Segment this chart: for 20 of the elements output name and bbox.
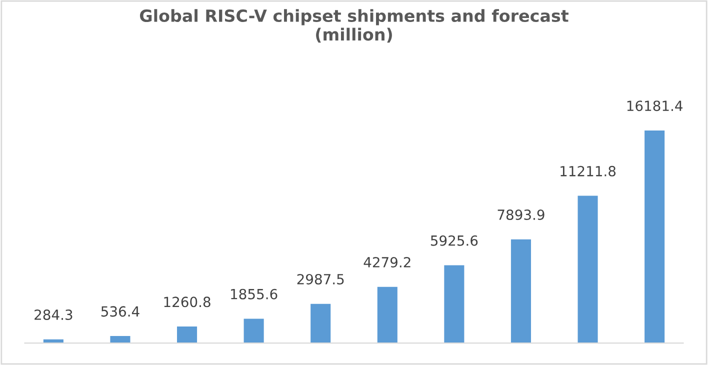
- data-label: 7893.9: [498, 209, 544, 220]
- data-label: 1260.8: [164, 296, 210, 308]
- bar: [177, 326, 198, 344]
- data-label: 16181.4: [627, 100, 683, 112]
- data-label: 536.4: [101, 306, 140, 317]
- bar: [244, 318, 264, 344]
- bar: [510, 239, 531, 344]
- data-label: 11211.8: [560, 166, 616, 176]
- bar: [644, 130, 665, 344]
- bar: [377, 286, 398, 344]
- bar: [110, 336, 130, 344]
- bar: [578, 196, 598, 344]
- data-label: 4279.2: [364, 257, 410, 268]
- data-label: 284.3: [34, 310, 72, 320]
- bar: [310, 304, 331, 344]
- data-label: 5925.6: [430, 235, 478, 246]
- data-label: 2987.5: [297, 274, 344, 284]
- data-label: 1855.6: [231, 288, 278, 300]
- bar: [444, 265, 464, 344]
- chart-title: Global RISC-V chipset shipments and forecast (million): [140, 9, 568, 43]
